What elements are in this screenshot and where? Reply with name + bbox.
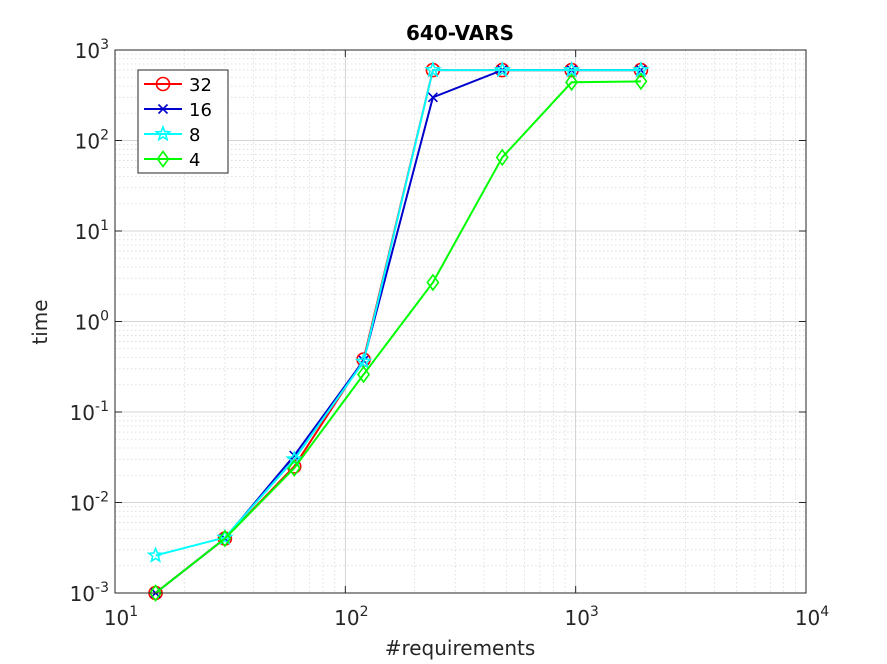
x-tick-label: 103 xyxy=(564,604,598,630)
legend-marker xyxy=(154,124,172,142)
y-tick-label: 103 xyxy=(75,37,109,63)
plot-series xyxy=(146,60,650,602)
legend-label: 32 xyxy=(189,75,212,96)
data-point xyxy=(426,273,440,292)
legend-item: 16 xyxy=(144,100,212,121)
legend-label: 16 xyxy=(189,100,212,121)
legend-item: 4 xyxy=(144,150,200,171)
data-point xyxy=(149,584,163,602)
chart-title: 640-VARS xyxy=(406,21,514,45)
data-point xyxy=(289,450,300,461)
data-point xyxy=(218,529,232,548)
data-point xyxy=(354,352,373,370)
legend-item: 8 xyxy=(144,124,200,146)
data-point xyxy=(287,459,301,477)
axis-ticks: 101 102 103 104 10-3 10-2 10-1 100 101 102 103 xyxy=(70,37,830,630)
data-point xyxy=(495,148,509,167)
legend-item: 32 xyxy=(144,75,212,96)
y-axis-label: time xyxy=(28,299,52,344)
data-point xyxy=(493,60,512,78)
y-tick-label: 10-3 xyxy=(70,580,109,606)
legend: 32 16 8 4 xyxy=(137,69,229,174)
data-point xyxy=(634,72,648,91)
y-tick-label: 100 xyxy=(75,309,109,335)
data-point xyxy=(357,365,371,384)
data-point xyxy=(285,450,304,467)
legend-label: 8 xyxy=(189,125,200,146)
y-tick-label: 10-1 xyxy=(70,399,109,425)
data-point xyxy=(146,546,165,563)
x-tick-label: 101 xyxy=(104,604,138,630)
data-point xyxy=(424,60,442,78)
y-tick-label: 10-2 xyxy=(70,490,109,516)
legend-label: 4 xyxy=(189,150,200,171)
data-point xyxy=(427,92,438,103)
y-tick-label: 101 xyxy=(75,218,109,244)
data-point xyxy=(562,60,581,78)
legend-marker xyxy=(157,103,169,115)
legend-box xyxy=(137,69,229,174)
y-tick-label: 102 xyxy=(75,128,109,154)
legend-marker xyxy=(155,76,171,92)
legend-marker xyxy=(156,150,170,168)
data-point xyxy=(216,528,234,546)
x-tick-label: 102 xyxy=(334,604,368,630)
x-axis-label: #requirements xyxy=(385,636,536,660)
series-4 xyxy=(149,72,648,602)
x-tick-label: 104 xyxy=(795,604,829,630)
series-line xyxy=(154,80,641,594)
data-point xyxy=(565,73,579,92)
series-line xyxy=(155,69,641,557)
